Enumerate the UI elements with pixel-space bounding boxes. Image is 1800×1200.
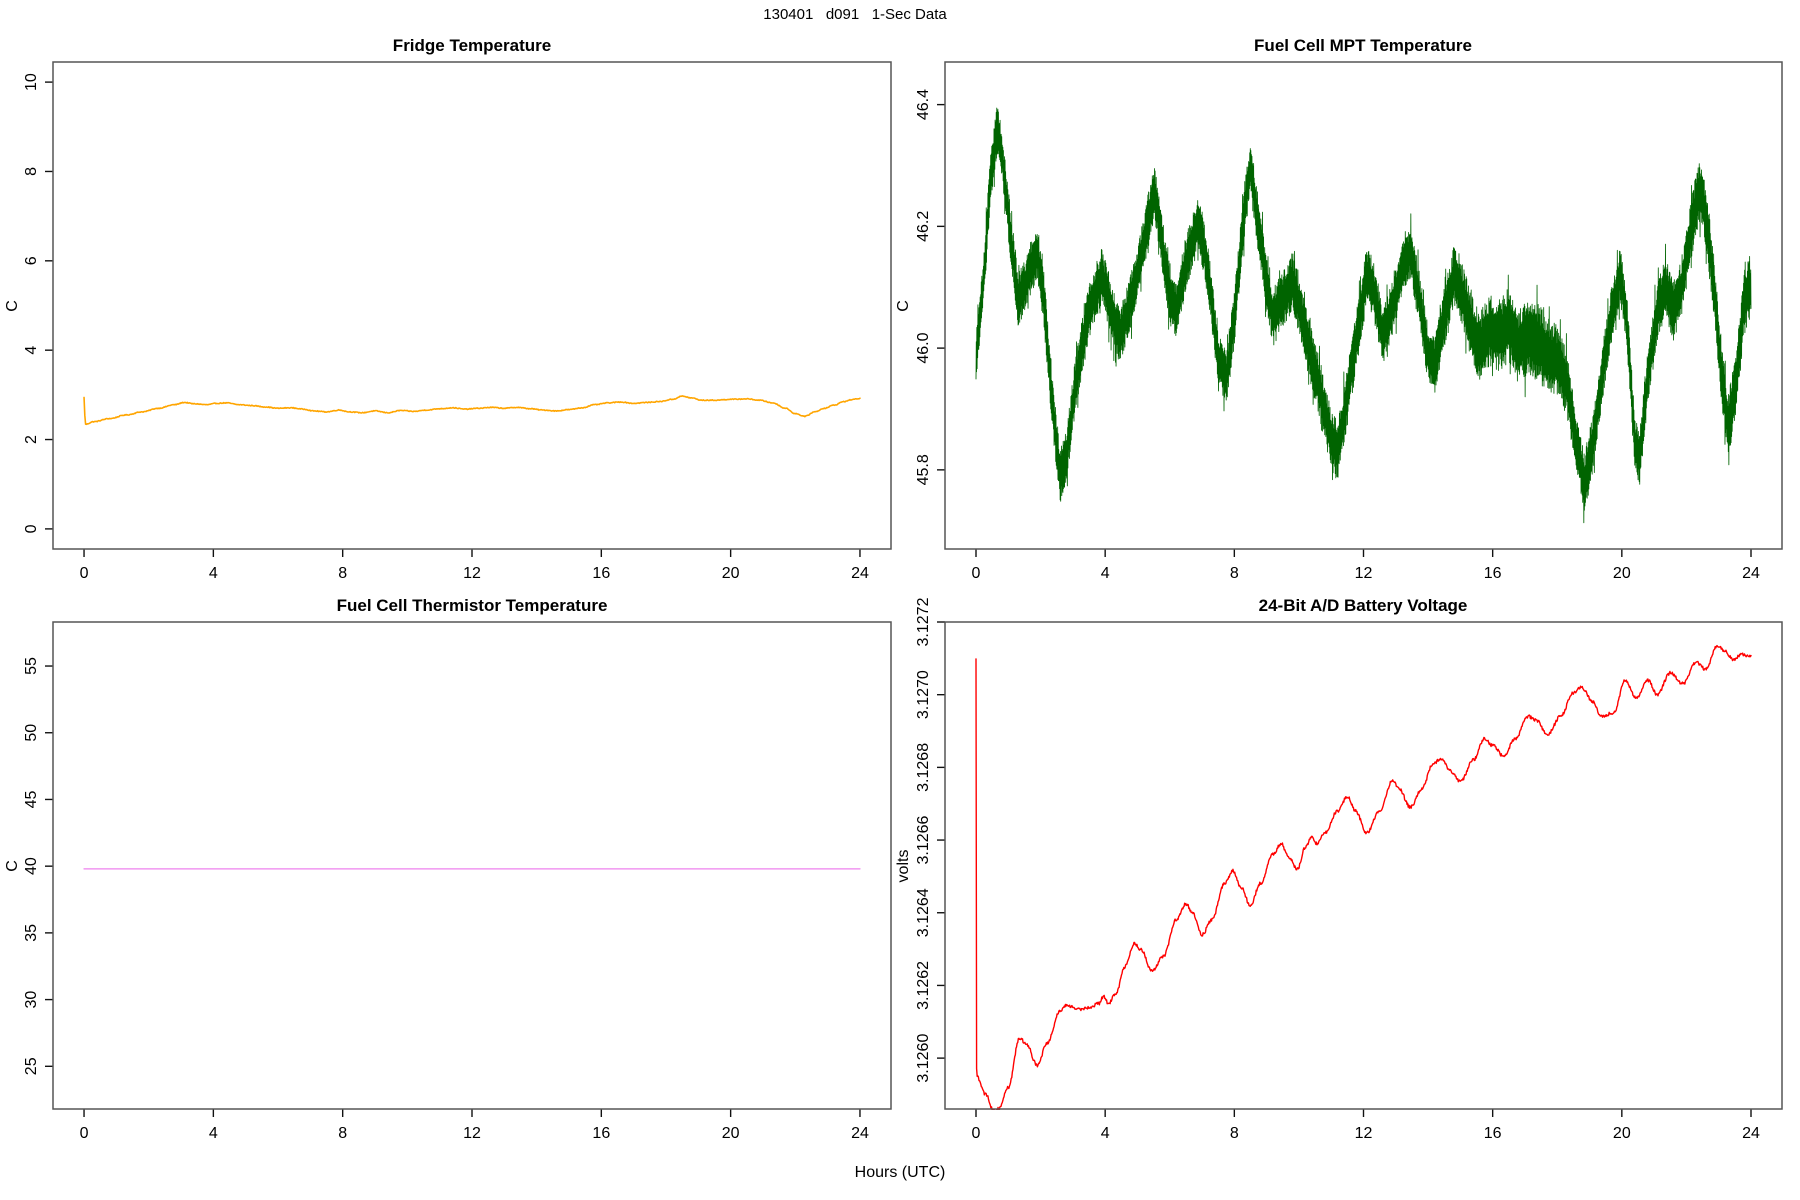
x-axis-battery: 0 4 8 12 16 20 24 <box>972 1109 1760 1142</box>
y-tick-label: 46.4 <box>915 89 932 120</box>
x-tick-label: 12 <box>463 1125 481 1142</box>
y-tick-label: 3.1266 <box>915 815 932 864</box>
y-axis-label-battery: volts <box>895 849 912 883</box>
panel-title-battery: 24-Bit A/D Battery Voltage <box>1258 596 1468 615</box>
x-tick-label: 16 <box>1484 565 1502 582</box>
panel-thermistor: 0 4 8 12 16 20 24 25 30 35 40 45 50 55 <box>23 621 892 1142</box>
y-tick-label: 4 <box>23 346 40 355</box>
y-tick-label: 3.1272 <box>915 597 932 646</box>
y-tick-label: 10 <box>23 73 40 91</box>
series-line-fridge <box>83 395 861 426</box>
y-tick-label: 30 <box>23 991 40 1009</box>
y-tick-label: 3.1268 <box>915 743 932 792</box>
x-tick-label: 0 <box>972 565 981 582</box>
y-tick-label: 8 <box>23 167 40 176</box>
x-tick-label: 8 <box>338 1125 347 1142</box>
y-tick-label: 46.0 <box>915 332 932 363</box>
x-axis-thermistor: 0 4 8 12 16 20 24 <box>80 1109 869 1142</box>
y-axis-thermistor: 25 30 35 40 45 50 55 <box>23 657 53 1075</box>
y-axis-label-fridge: C <box>4 300 21 312</box>
y-axis-fridge: 0 2 4 6 8 10 <box>23 73 53 533</box>
x-tick-label: 0 <box>80 1125 89 1142</box>
x-tick-label: 24 <box>851 1125 869 1142</box>
x-tick-label: 20 <box>1613 565 1631 582</box>
y-tick-label: 0 <box>23 524 40 533</box>
x-tick-label: 8 <box>1230 565 1239 582</box>
y-tick-label: 2 <box>23 435 40 444</box>
y-axis-label-thermistor: C <box>4 860 21 872</box>
x-tick-label: 0 <box>80 565 89 582</box>
x-tick-label: 24 <box>1742 1125 1760 1142</box>
y-tick-label: 46.2 <box>915 211 932 242</box>
y-tick-label: 40 <box>23 857 40 875</box>
panel-title-mpt: Fuel Cell MPT Temperature <box>1254 36 1472 55</box>
y-tick-label: 6 <box>23 256 40 265</box>
x-tick-label: 4 <box>1101 565 1110 582</box>
x-tick-label: 20 <box>722 1125 740 1142</box>
x-tick-label: 12 <box>463 565 481 582</box>
x-tick-label: 24 <box>851 565 869 582</box>
y-tick-label: 35 <box>23 924 40 942</box>
series-line-mpt <box>975 107 1752 524</box>
x-tick-label: 4 <box>1101 1125 1110 1142</box>
y-tick-label: 50 <box>23 724 40 742</box>
y-tick-label: 45 <box>23 790 40 808</box>
x-tick-label: 20 <box>1613 1125 1631 1142</box>
y-tick-label: 3.1264 <box>915 888 932 937</box>
plot-box-fridge <box>52 61 892 550</box>
x-tick-label: 4 <box>209 1125 218 1142</box>
panel-title-fridge: Fridge Temperature <box>392 36 552 55</box>
plot-box-battery <box>944 621 1783 1110</box>
y-axis-battery: 3.1260 3.1262 3.1264 3.1266 3.1268 3.1270 3.12… <box>915 597 945 1083</box>
panel-title-thermistor: Fuel Cell Thermistor Temperature <box>336 596 608 615</box>
x-axis-mpt: 0 4 8 12 16 20 24 <box>972 549 1760 582</box>
y-tick-label: 3.1262 <box>915 961 932 1010</box>
panel-mpt: 0 4 8 12 16 20 24 45.8 46.0 46.2 46.4 <box>915 61 1783 582</box>
y-tick-label: 45.8 <box>915 454 932 485</box>
x-axis-label: Hours (UTC) <box>854 1164 946 1181</box>
y-axis-mpt: 45.8 46.0 46.2 46.4 <box>915 89 945 485</box>
plot-box-mpt <box>944 61 1783 550</box>
x-tick-label: 16 <box>592 1125 610 1142</box>
y-tick-label: 3.1270 <box>915 670 932 719</box>
x-tick-label: 12 <box>1355 565 1373 582</box>
x-tick-label: 16 <box>1484 1125 1502 1142</box>
x-tick-label: 12 <box>1355 1125 1373 1142</box>
x-tick-label: 0 <box>972 1125 981 1142</box>
y-tick-label: 55 <box>23 657 40 675</box>
x-tick-label: 16 <box>592 565 610 582</box>
panel-battery: 0 4 8 12 16 20 243.12603.12623.12643.12663.126… <box>915 597 1783 1142</box>
plot-box-thermistor <box>52 621 892 1110</box>
y-axis-label-mpt: C <box>895 300 912 312</box>
x-tick-label: 8 <box>338 565 347 582</box>
x-tick-label: 8 <box>1230 1125 1239 1142</box>
x-tick-label: 4 <box>209 565 218 582</box>
series-line-battery <box>975 644 1752 1110</box>
figure-title: 130401 d091 1-Sec Data <box>763 6 947 23</box>
x-axis-fridge: 0 4 8 12 16 20 24 <box>80 549 869 582</box>
x-tick-label: 24 <box>1742 565 1760 582</box>
x-tick-label: 20 <box>722 565 740 582</box>
y-tick-label: 3.1260 <box>915 1034 932 1083</box>
y-tick-label: 25 <box>23 1057 40 1075</box>
